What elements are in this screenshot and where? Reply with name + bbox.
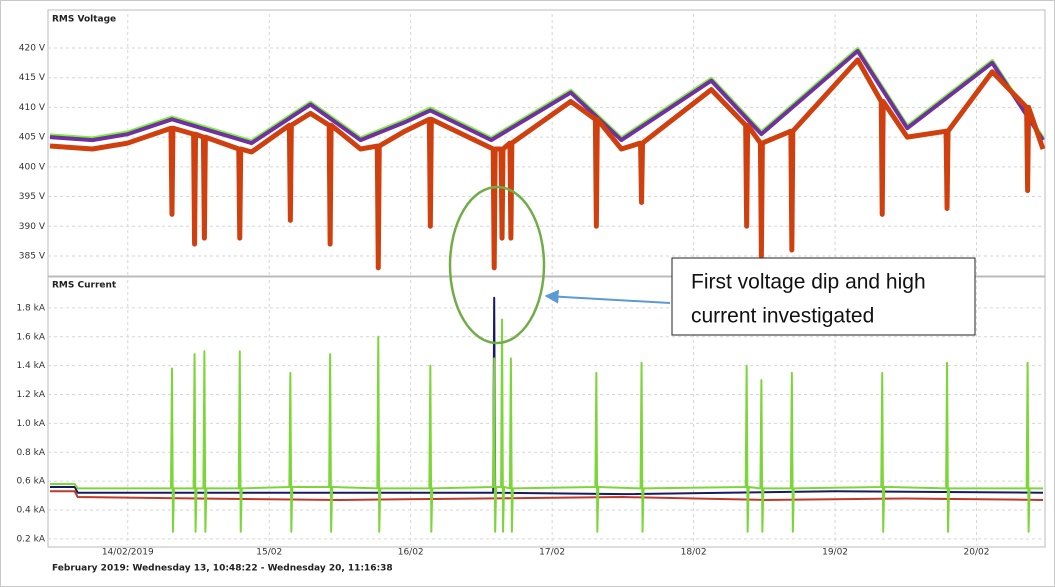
y-tick-label: 400 V <box>19 162 46 172</box>
y-tick-label: 410 V <box>19 103 46 113</box>
series-line <box>49 48 1045 146</box>
x-tick-label: 15/02 <box>256 548 282 558</box>
x-tick-label: 18/02 <box>681 548 707 558</box>
x-tick-label: 17/02 <box>539 548 565 558</box>
y-tick-label: 1.0 kA <box>16 419 45 429</box>
series-line <box>50 318 1043 533</box>
y-tick-label: 390 V <box>19 222 46 232</box>
series-line <box>50 490 1044 501</box>
y-tick-label: 415 V <box>19 73 46 83</box>
y-tick-label: 0.6 kA <box>16 477 45 487</box>
x-tick-label: 19/02 <box>822 548 848 558</box>
callout-text: current investigated <box>691 305 874 328</box>
callout-arrow <box>544 289 671 304</box>
x-tick-label: 14/02/2019 <box>102 548 154 558</box>
callout-text: First voltage dip and high <box>691 271 926 294</box>
x-tick-label: 16/02 <box>398 548 424 558</box>
y-tick-label: 405 V <box>19 133 46 143</box>
y-tick-label: 385 V <box>19 251 46 261</box>
y-tick-label: 1.6 kA <box>16 332 45 342</box>
callout-box <box>671 257 976 336</box>
y-tick-label: 395 V <box>19 192 46 202</box>
y-tick-label: 1.2 kA <box>16 390 45 400</box>
chart-title: RMS Voltage <box>52 15 116 25</box>
chart-title: RMS Current <box>52 281 117 291</box>
y-tick-label: 1.8 kA <box>16 303 45 313</box>
highlight-ellipse <box>448 185 546 345</box>
plots: 385 V 390 V 395 V 400 V 405 V 410 V 415 V 420 V… <box>16 14 1046 558</box>
y-tick-label: 0.4 kA <box>16 506 45 516</box>
voltage-panel <box>47 9 1046 277</box>
x-tick-label: 20/02 <box>964 548 990 558</box>
series-line <box>49 57 1046 271</box>
y-tick-label: 0.2 kA <box>16 534 45 544</box>
y-tick-label: 0.8 kA <box>16 448 45 458</box>
time-range: February 2019: Wednesday 13, 10:48:22 - … <box>52 564 393 574</box>
y-tick-label: 1.4 kA <box>16 361 45 371</box>
series-line <box>50 296 1044 496</box>
y-tick-label: 420 V <box>19 43 46 53</box>
